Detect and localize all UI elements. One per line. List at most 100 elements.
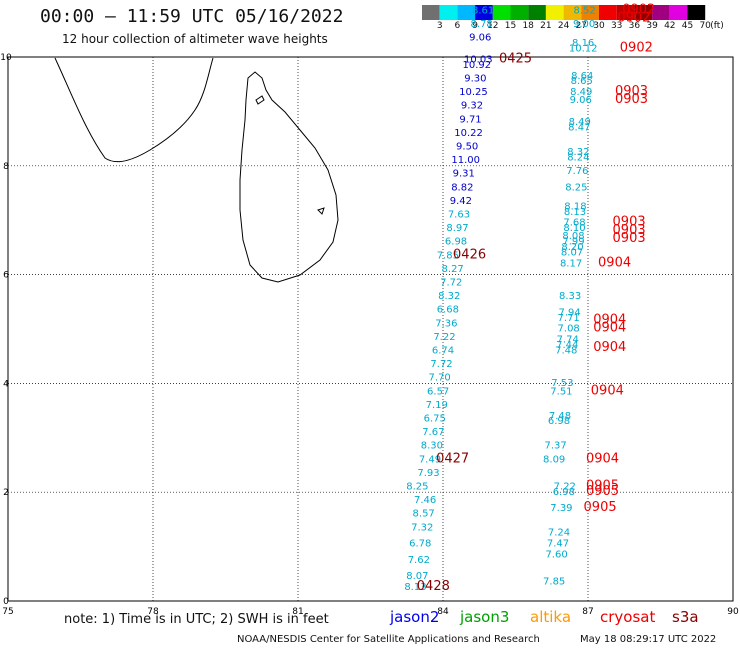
colorbar-swatch [439,5,458,20]
pass-time-label: 0425 [499,51,532,66]
wave-height-value: 8.07 [561,248,583,259]
wave-height-value: 8.24 [567,152,589,163]
wave-height-value: 8.18 [564,201,586,212]
wave-height-value: 7.22 [433,332,455,343]
colorbar-tick-label: 24 [557,21,570,31]
wave-height-value: 7.93 [417,468,439,479]
wave-height-value: 6.57 [427,386,449,397]
wave-height-value: 8.30 [421,441,443,452]
wave-height-value: 7.47 [547,539,569,550]
wave-height-value: 8.08 [562,231,584,242]
wave-height-value: 7.72 [430,359,452,370]
wave-height-value: 9.30 [464,73,486,84]
wave-height-value: 9.00 [573,19,595,30]
wave-height-value: 8.32 [438,291,460,302]
colorbar-swatch [669,5,688,20]
wave-height-value: 7.22 [554,481,576,492]
colorbar-tick-label: 12 [487,21,499,31]
wave-height-value: 7.36 [435,318,457,329]
lat-tick-label: 4 [3,379,9,389]
colorbar-swatch [422,5,440,20]
pass-time-label: 0427 [436,451,469,466]
colorbar [422,5,706,20]
wave-height-value: 7.48 [555,345,577,356]
lat-tick-label: 8 [3,162,9,172]
legend-s3a: s3a [672,608,699,626]
jason2-track: 9.42 8.82 9.31 11.00 9.50 10.22 9.71 9.32 10.25 9… [450,33,493,207]
wave-height-value: 8.13 [404,582,426,593]
pass-time-label: 0902 [617,11,650,26]
lat-tick-label: 2 [3,488,9,498]
wave-height-value: 7.37 [544,441,566,452]
wave-height-value: 8.32 [567,147,589,158]
wave-height-value: 7.68 [563,218,585,229]
wave-height-value: 7.70 [428,373,450,384]
wave-height-value: 10.22 [454,128,483,139]
colorbar-tick-label: 70 [699,21,711,31]
lon-tick-label: 90 [727,607,739,617]
lat-tick-label: 6 [3,271,9,281]
credit-line: NOAA/NESDIS Center for Satellite Applica… [237,634,540,645]
wave-height-value: 7.32 [411,522,433,533]
colorbar-tick-label: 15 [504,21,517,31]
pass-time-label: 0905 [586,484,619,499]
wave-height-value: 8.61 [472,5,494,16]
altika-track: 7.857.607.477.247.396.987.228.097.376.98… [543,5,597,587]
lon-tick-label: 75 [2,607,13,617]
lon-tick-label: 78 [147,607,159,617]
wave-height-value: 7.44 [556,340,578,351]
pass-time-label: 0904 [598,255,631,270]
pass-time-label: 0903 [613,223,646,238]
coastline [54,57,339,283]
wave-height-value: 8.25 [406,481,428,492]
pass-time-label: 0428 [417,579,450,594]
colorbar-swatch [599,5,617,20]
wave-height-value: 7.76 [566,166,588,177]
colorbar-swatch [616,5,635,20]
pass-time-label: 0904 [591,383,624,398]
india-coastline [54,57,214,163]
wave-height-value: 6.75 [424,413,446,424]
wave-height-value: 8.52 [573,5,595,16]
lon-tick-label: 81 [292,607,303,617]
colorbar-swatch [492,5,511,20]
wave-height-value: 8.64 [571,71,593,82]
wave-height-value: 8.07 [406,571,428,582]
wave-height-value: 7.72 [440,277,462,288]
island-outline [317,207,325,215]
legend-jason3: jason3 [460,608,510,626]
wave-height-value: 8.49 [569,117,591,128]
plot-subtitle: 12 hour collection of altimeter wave hei… [62,32,328,46]
colorbar-swatch [563,5,582,20]
generated-timestamp: May 18 08:29:17 UTC 2022 [580,634,717,645]
colorbar-tick-label: 45 [681,21,694,31]
lon-tick-label: 87 [582,607,593,617]
colorbar-swatch [457,5,476,20]
colorbar-swatch [581,5,599,20]
lon-tick-label: 84 [437,607,449,617]
wave-height-value: 7.24 [548,528,570,539]
pass-time-label: 0903 [615,84,648,99]
wave-height-value: 8.78 [471,19,493,30]
pass-time-label: 0903 [613,215,646,230]
colorbar-tick-label: 30 [593,21,605,31]
wave-height-value: 10.25 [459,87,488,98]
wave-height-value: 6.98 [445,237,467,248]
map-frame [7,56,734,602]
legend-altika: altika [530,608,572,626]
wave-height-value: 7.46 [414,495,436,506]
colorbar-tick-label: 39 [646,21,658,31]
wave-height-value: 8.13 [564,207,586,218]
wave-height-value: 8.09 [543,454,565,465]
wave-height-value: 7.74 [557,335,579,346]
wave-height-value: 7.71 [558,313,580,324]
colorbar-tick-label: 9 [472,21,478,31]
colorbar-swatch [687,5,706,20]
colorbar-swatch [545,5,564,20]
pass-time-label: 0902 [620,41,653,56]
colorbar-tick-label: 18 [522,21,534,31]
jason3-track: 8.138.07 7.62 6.78 7.32 8.57 7.46 8.25 7.93 7.49… [404,209,470,593]
wave-height-value: 6.68 [437,305,459,316]
sri-lanka-coastline [239,71,339,283]
